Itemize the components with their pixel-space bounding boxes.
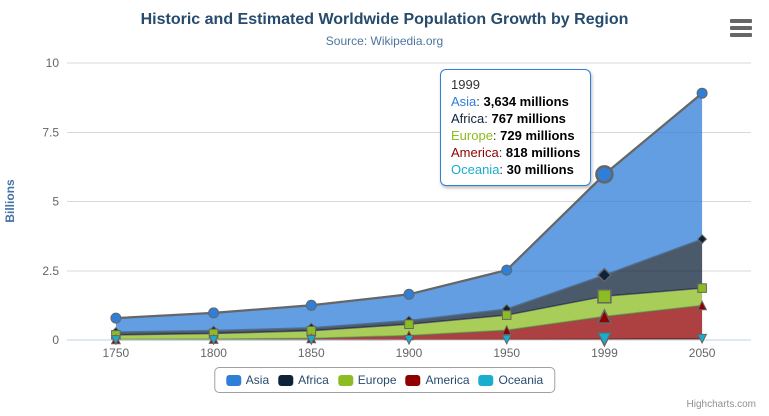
credits-link[interactable]: Highcharts.com bbox=[686, 399, 756, 410]
tooltip-series-name: Africa bbox=[451, 111, 485, 126]
axis-labels: 0 2.5 5 7.5 10 1750 1800 1850 1900 1950 1999 2050 bbox=[42, 56, 716, 360]
legend-symbol bbox=[405, 374, 421, 386]
point-asia-1850[interactable] bbox=[305, 299, 317, 311]
tooltip-series-name: Europe bbox=[451, 128, 493, 143]
y-tick-label: 2.5 bbox=[42, 264, 59, 278]
legend-symbol bbox=[337, 374, 353, 386]
point-asia-1750[interactable] bbox=[110, 312, 122, 324]
tooltip-series-name: America bbox=[451, 145, 499, 160]
legend-label: Asia bbox=[245, 373, 270, 387]
legend-item-asia[interactable]: Asia bbox=[225, 373, 270, 387]
legend-label: Africa bbox=[298, 373, 329, 387]
legend-label: Oceania bbox=[498, 373, 544, 387]
point-africa-1999[interactable] bbox=[596, 267, 612, 283]
point-europe-1999[interactable] bbox=[597, 289, 612, 304]
tooltip-header: 1999 bbox=[451, 77, 480, 92]
tooltip-series-value: 729 millions bbox=[500, 128, 575, 143]
y-tick-label: 5 bbox=[52, 195, 59, 209]
tooltip: 1999 Asia: 3,634 millions Africa: 767 mil… bbox=[440, 69, 592, 186]
x-tick-label: 1999 bbox=[591, 346, 618, 360]
tooltip-series-name: Asia bbox=[451, 94, 477, 109]
legend-item-america[interactable]: America bbox=[405, 373, 470, 387]
point-europe-1900[interactable] bbox=[404, 319, 414, 329]
legend-symbol bbox=[225, 374, 241, 386]
export-menu-button[interactable] bbox=[730, 19, 754, 37]
tooltip-row-africa: Africa: 767 millions bbox=[451, 111, 566, 126]
legend-symbol bbox=[478, 374, 494, 386]
tooltip-series-value: 767 millions bbox=[491, 111, 566, 126]
point-america-1950[interactable] bbox=[501, 324, 512, 335]
chart-subtitle: Source: Wikipedia.org bbox=[325, 34, 444, 48]
legend-item-europe[interactable]: Europe bbox=[337, 373, 397, 387]
x-tick-label: 2050 bbox=[689, 346, 716, 360]
legend-label: Europe bbox=[357, 373, 397, 387]
point-america-1999[interactable] bbox=[596, 308, 613, 324]
point-oceania-1850[interactable] bbox=[306, 335, 317, 346]
y-tick-label: 0 bbox=[52, 333, 59, 347]
point-asia-1999[interactable] bbox=[595, 165, 614, 184]
point-oceania-1950[interactable] bbox=[501, 334, 512, 346]
tooltip-series-value: 3,634 millions bbox=[483, 94, 569, 109]
legend-label: America bbox=[425, 373, 470, 387]
point-oceania-1900[interactable] bbox=[403, 335, 415, 346]
hamburger-menu-icon bbox=[730, 26, 752, 30]
legend-symbol bbox=[278, 374, 294, 386]
point-asia-1900[interactable] bbox=[403, 288, 415, 300]
hamburger-menu-icon bbox=[730, 33, 752, 37]
point-oceania-1800[interactable] bbox=[208, 335, 219, 346]
x-tick-label: 1900 bbox=[396, 346, 423, 360]
y-tick-label: 10 bbox=[46, 56, 60, 70]
legend-item-oceania[interactable]: Oceania bbox=[478, 373, 544, 387]
y-tick-label: 7.5 bbox=[42, 125, 59, 139]
area-africa[interactable] bbox=[115, 239, 703, 335]
point-africa-2050[interactable] bbox=[697, 234, 708, 245]
point-oceania-2050[interactable] bbox=[696, 333, 708, 345]
series-markers bbox=[110, 87, 708, 348]
area-asia[interactable] bbox=[115, 93, 703, 332]
chart-title: Historic and Estimated Worldwide Populat… bbox=[140, 11, 629, 28]
legend: Asia Africa Europe America Oceania bbox=[213, 367, 556, 393]
point-europe-2050[interactable] bbox=[697, 283, 707, 293]
tooltip-row-asia: Asia: 3,634 millions bbox=[451, 94, 569, 109]
tooltip-series-name: Oceania bbox=[451, 162, 500, 177]
point-europe-1950[interactable] bbox=[501, 310, 512, 320]
x-tick-label: 1750 bbox=[103, 346, 130, 360]
point-asia-1950[interactable] bbox=[501, 264, 513, 276]
series-areas bbox=[115, 92, 703, 341]
legend-item-africa[interactable]: Africa bbox=[278, 373, 329, 387]
point-oceania-1999[interactable] bbox=[596, 331, 613, 348]
x-tick-label: 1800 bbox=[200, 346, 227, 360]
hamburger-menu-icon bbox=[730, 19, 752, 23]
y-axis-title: Billions bbox=[3, 179, 17, 223]
point-asia-1800[interactable] bbox=[208, 307, 220, 319]
tooltip-rows: Asia: 3,634 millions Africa: 767 millions… bbox=[451, 93, 580, 178]
point-america-2050[interactable] bbox=[696, 300, 708, 311]
tooltip-row-oceania: Oceania: 30 millions bbox=[451, 162, 574, 177]
tooltip-row-europe: Europe: 729 millions bbox=[451, 128, 575, 143]
area-america[interactable] bbox=[115, 305, 703, 340]
x-tick-label: 1850 bbox=[298, 346, 325, 360]
tooltip-series-value: 818 millions bbox=[505, 145, 581, 160]
tooltip-row-america: America: 818 millions bbox=[451, 145, 581, 160]
x-tick-label: 1950 bbox=[493, 346, 520, 360]
tooltip-series-value: 30 millions bbox=[506, 162, 574, 177]
point-oceania-1750[interactable] bbox=[110, 335, 122, 346]
point-asia-2050[interactable] bbox=[696, 87, 708, 99]
